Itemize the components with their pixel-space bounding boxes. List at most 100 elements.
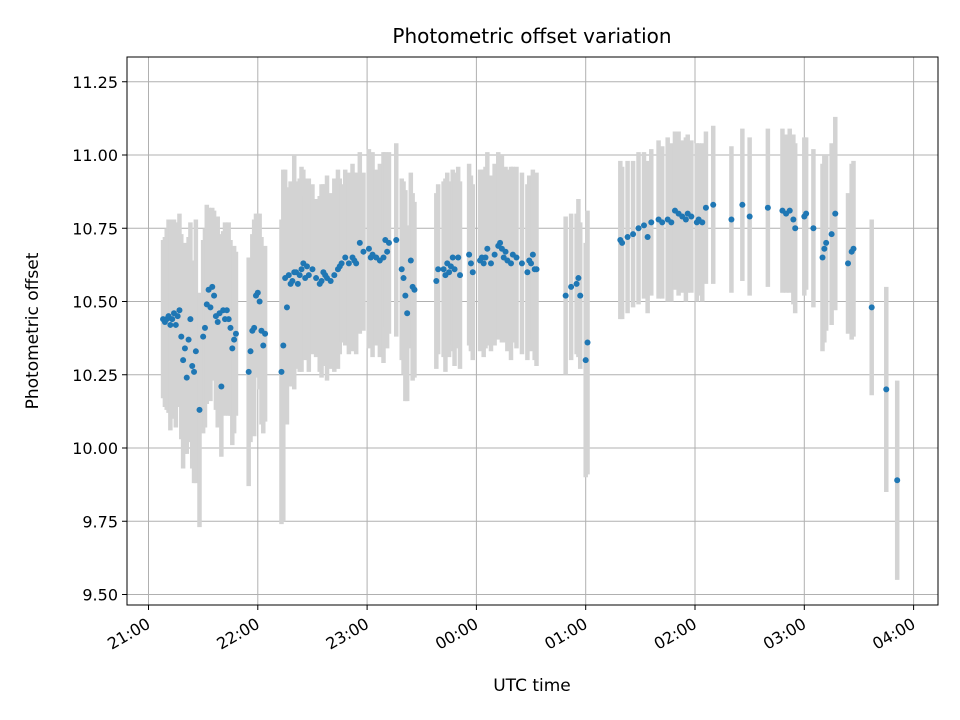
data-point — [209, 283, 216, 290]
data-point — [433, 277, 440, 284]
data-point — [484, 245, 491, 252]
y-tick-label: 11.00 — [72, 146, 118, 165]
data-point — [407, 257, 414, 264]
data-point — [294, 280, 301, 287]
data-point — [365, 245, 372, 252]
data-point — [167, 321, 174, 328]
data-point — [497, 239, 504, 246]
data-point — [790, 216, 797, 223]
y-tick-label: 9.50 — [82, 586, 118, 605]
data-point — [832, 210, 839, 217]
data-point — [262, 330, 269, 337]
data-point — [513, 254, 520, 261]
data-point — [582, 357, 589, 364]
data-point — [451, 266, 458, 273]
data-point — [792, 225, 799, 232]
x-axis-title: UTC time — [493, 676, 571, 696]
data-point — [894, 477, 901, 484]
data-point — [192, 348, 199, 355]
data-point — [739, 201, 746, 208]
data-point — [821, 245, 828, 252]
data-point — [404, 310, 411, 317]
data-point — [640, 222, 647, 229]
data-point — [185, 336, 192, 343]
data-point — [528, 260, 535, 267]
data-point — [229, 345, 236, 352]
data-point — [278, 368, 285, 375]
data-point — [256, 298, 263, 305]
data-point — [584, 339, 591, 346]
data-point — [201, 324, 208, 331]
data-point — [868, 304, 875, 311]
data-point — [457, 272, 464, 279]
data-point — [845, 260, 852, 267]
data-point — [318, 277, 325, 284]
data-point — [562, 292, 569, 299]
y-tick-label: 10.50 — [72, 293, 118, 312]
data-point — [181, 345, 188, 352]
data-point — [524, 269, 531, 276]
data-point — [402, 292, 409, 299]
data-point — [251, 324, 258, 331]
data-point — [648, 219, 655, 226]
data-point — [200, 333, 207, 340]
y-tick-label: 10.75 — [72, 219, 118, 238]
data-point — [482, 254, 489, 261]
data-point — [283, 304, 290, 311]
data-point — [449, 254, 456, 261]
chart-title: Photometric offset variation — [392, 24, 671, 48]
data-point — [169, 316, 176, 323]
data-point — [385, 239, 392, 246]
data-point — [225, 316, 232, 323]
data-point — [207, 304, 214, 311]
data-point — [819, 254, 826, 261]
data-point — [533, 266, 540, 273]
data-point — [786, 207, 793, 214]
data-point — [211, 292, 218, 299]
data-point — [624, 234, 631, 241]
data-point — [223, 307, 230, 314]
data-point — [682, 216, 689, 223]
data-point — [491, 251, 498, 258]
data-point — [227, 324, 234, 331]
data-point — [455, 254, 462, 261]
data-point — [466, 251, 473, 258]
data-point — [400, 275, 407, 282]
data-point — [502, 248, 509, 255]
data-point — [568, 283, 575, 290]
data-point — [231, 336, 238, 343]
data-point — [183, 374, 190, 381]
data-point — [850, 245, 857, 252]
data-point — [331, 272, 338, 279]
data-point — [298, 266, 305, 273]
data-point — [178, 333, 185, 340]
y-tick-label: 9.75 — [82, 512, 118, 531]
data-point — [254, 289, 261, 296]
data-point — [659, 219, 666, 226]
data-points — [160, 201, 901, 484]
data-point — [327, 277, 334, 284]
data-point — [508, 260, 515, 267]
data-point — [702, 204, 709, 211]
data-point — [384, 248, 391, 255]
data-point — [577, 292, 584, 299]
data-point — [313, 275, 320, 282]
data-point — [296, 272, 303, 279]
data-point — [360, 248, 367, 255]
data-point — [338, 260, 345, 267]
data-point — [529, 251, 536, 258]
data-point — [710, 201, 717, 208]
data-point — [305, 272, 312, 279]
data-point — [644, 234, 651, 241]
data-point — [828, 231, 835, 238]
data-point — [480, 260, 487, 267]
y-axis-title: Photometric offset — [23, 252, 43, 409]
data-point — [746, 213, 753, 220]
data-point — [260, 342, 267, 349]
data-point — [469, 269, 476, 276]
data-point — [467, 260, 474, 267]
data-point — [356, 239, 363, 246]
data-point — [187, 316, 194, 323]
data-point — [342, 254, 349, 261]
